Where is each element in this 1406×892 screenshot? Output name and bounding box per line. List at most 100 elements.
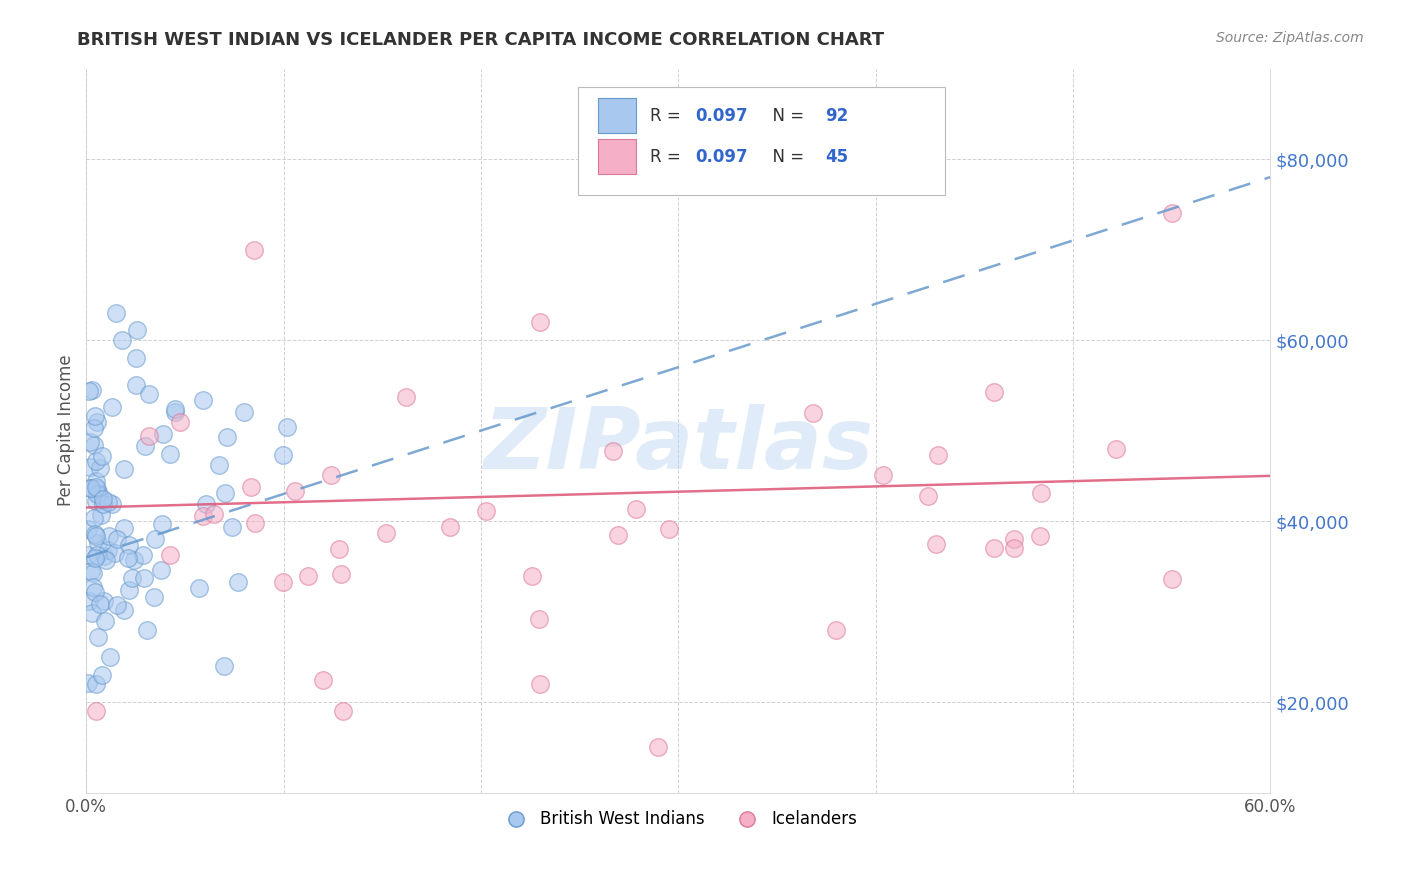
- Point: [134, 439, 156, 453]
- Point: [84, 454, 107, 468]
- Point: [276, 420, 298, 434]
- Point: [90, 508, 112, 522]
- Point: [330, 567, 353, 582]
- Point: [83, 510, 105, 524]
- Point: [217, 430, 239, 444]
- Point: [208, 458, 231, 472]
- Point: [117, 551, 139, 566]
- Point: [91, 497, 114, 511]
- Point: [77, 522, 100, 536]
- Point: [84, 528, 107, 542]
- Point: [97, 495, 120, 509]
- Point: [84, 704, 107, 718]
- Point: [84, 475, 107, 489]
- Point: [80, 564, 103, 578]
- Point: [243, 243, 266, 257]
- Point: [83, 409, 105, 423]
- Point: [101, 400, 124, 414]
- Point: [159, 447, 181, 461]
- Point: [84, 480, 107, 494]
- FancyBboxPatch shape: [578, 87, 945, 195]
- Point: [91, 449, 114, 463]
- Point: [107, 598, 129, 612]
- Point: [983, 541, 1005, 556]
- Point: [96, 553, 118, 567]
- Point: [104, 546, 127, 560]
- Text: R =: R =: [650, 148, 686, 166]
- Point: [312, 673, 335, 687]
- Point: [79, 435, 101, 450]
- Text: 92: 92: [825, 106, 848, 125]
- Point: [79, 481, 101, 495]
- Point: [271, 574, 294, 589]
- Point: [226, 575, 249, 590]
- Point: [79, 384, 101, 398]
- Point: [165, 405, 187, 419]
- Point: [98, 529, 121, 543]
- Point: [89, 461, 111, 475]
- Point: [1029, 529, 1052, 543]
- Point: [221, 519, 243, 533]
- Point: [82, 580, 104, 594]
- Point: [86, 482, 108, 496]
- Point: [202, 508, 225, 522]
- Point: [475, 503, 498, 517]
- Point: [159, 548, 181, 562]
- Point: [283, 483, 305, 498]
- Point: [117, 583, 139, 598]
- Point: [93, 594, 115, 608]
- Point: [80, 481, 103, 495]
- Point: [122, 553, 145, 567]
- Point: [647, 740, 669, 755]
- Point: [143, 532, 166, 546]
- Point: [983, 385, 1005, 400]
- Point: [118, 538, 141, 552]
- Point: [89, 597, 111, 611]
- Point: [86, 415, 108, 429]
- Text: 45: 45: [825, 148, 848, 166]
- Point: [163, 402, 186, 417]
- Point: [624, 502, 647, 516]
- Point: [1002, 541, 1025, 555]
- Point: [191, 392, 214, 407]
- Point: [439, 520, 461, 534]
- Point: [125, 323, 148, 337]
- Point: [150, 517, 173, 532]
- Point: [80, 383, 103, 397]
- Point: [917, 489, 939, 503]
- Point: [328, 542, 350, 557]
- Point: [91, 491, 114, 506]
- Point: [134, 571, 156, 585]
- Point: [239, 480, 262, 494]
- Point: [214, 659, 236, 673]
- Point: [91, 668, 114, 682]
- Point: [297, 569, 319, 583]
- Point: [395, 390, 418, 404]
- Point: [82, 566, 104, 580]
- Point: [132, 548, 155, 562]
- Point: [803, 406, 825, 420]
- Point: [138, 429, 160, 443]
- Point: [321, 468, 343, 483]
- Point: [87, 486, 110, 500]
- Point: [233, 405, 256, 419]
- Point: [111, 333, 134, 347]
- Point: [86, 548, 108, 562]
- Point: [83, 421, 105, 435]
- Point: [243, 516, 266, 531]
- Point: [872, 467, 894, 482]
- Point: [83, 437, 105, 451]
- Point: [124, 351, 146, 366]
- Point: [527, 612, 550, 626]
- Point: [332, 704, 354, 718]
- Point: [77, 549, 100, 563]
- Point: [520, 569, 543, 583]
- Point: [79, 459, 101, 474]
- Point: [94, 614, 117, 628]
- Point: [374, 526, 396, 541]
- Point: [927, 448, 949, 462]
- Point: [150, 563, 173, 577]
- Point: [97, 542, 120, 557]
- Point: [83, 551, 105, 566]
- Bar: [598, 98, 636, 133]
